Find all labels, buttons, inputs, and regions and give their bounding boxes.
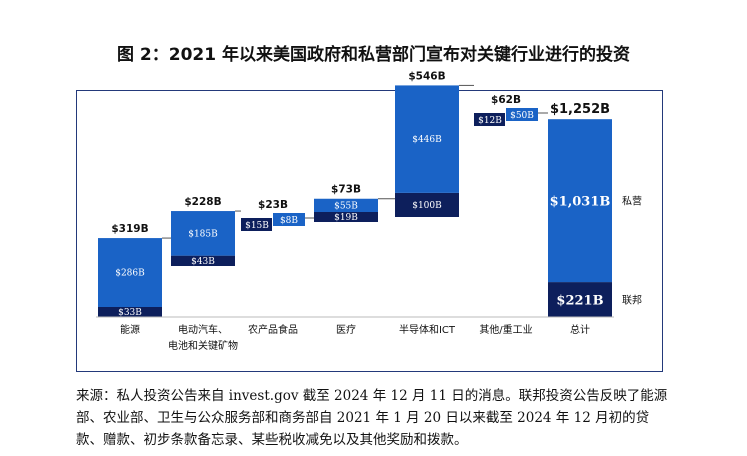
legend-private: 私营	[622, 195, 642, 208]
bar-segment-federal	[474, 113, 505, 126]
x-tick-label: 总计	[570, 323, 590, 336]
bar-label-private: $286B	[115, 269, 145, 279]
x-tick-label: 电动汽车、	[178, 323, 228, 336]
x-tick-label: 其他/重工业	[479, 323, 532, 336]
bar-segment-federal	[98, 307, 162, 317]
x-tick-label: 医疗	[336, 323, 356, 336]
bar-segment-private	[98, 238, 162, 307]
bar-segment-private	[273, 213, 305, 226]
bar-total-label: $23B	[258, 199, 288, 211]
bar-label-private: $1,031B	[550, 195, 611, 210]
chart-title: 图 2：2021 年以来美国政府和私营部门宣布对关键行业进行的投资	[117, 45, 630, 65]
bar-segment-private	[314, 198, 378, 212]
bar-label-private: $50B	[510, 111, 534, 121]
bar-total-label: $546B	[408, 70, 445, 82]
bar-label-private: $8B	[280, 216, 298, 226]
bar-label-federal: $15B	[245, 221, 269, 231]
bar-segment-federal	[548, 282, 612, 317]
bar-label-private: $185B	[188, 229, 218, 239]
bar-total-label: $62B	[491, 94, 521, 106]
bar-total-label: $1,252B	[550, 102, 610, 117]
bar-segment-federal	[171, 255, 235, 266]
x-tick-label: 半导体和ICT	[399, 323, 456, 336]
bar-segment-private	[548, 119, 612, 283]
x-tick-label: 电池和关键矿物	[168, 339, 238, 352]
bar-label-federal: $33B	[118, 308, 142, 318]
bar-total-label: $228B	[184, 196, 221, 208]
bar-segment-private	[171, 211, 235, 256]
bar-total-label: $73B	[331, 184, 361, 196]
bar-total-label: $319B	[111, 223, 148, 235]
bar-label-federal: $100B	[412, 201, 442, 211]
x-tick-label: 农产品食品	[248, 323, 298, 336]
bar-label-private: $446B	[412, 135, 442, 145]
bar-label-federal: $221B	[556, 294, 603, 309]
bar-segment-private	[506, 108, 538, 121]
bar-segment-private	[395, 85, 459, 193]
bar-label-federal: $43B	[191, 257, 215, 267]
bar-segment-federal	[241, 218, 272, 231]
bar-label-federal: $19B	[334, 213, 358, 223]
bar-segment-federal	[395, 192, 459, 217]
x-tick-label: 能源	[120, 323, 140, 336]
bar-label-private: $55B	[334, 201, 358, 211]
chart-frame	[76, 90, 663, 372]
source-note: 来源：私人投资公告来自 invest.gov 截至 2024 年 12 月 11…	[76, 388, 668, 448]
bar-segment-federal	[314, 212, 378, 222]
legend-federal: 联邦	[622, 294, 642, 307]
bar-label-federal: $12B	[478, 116, 502, 126]
